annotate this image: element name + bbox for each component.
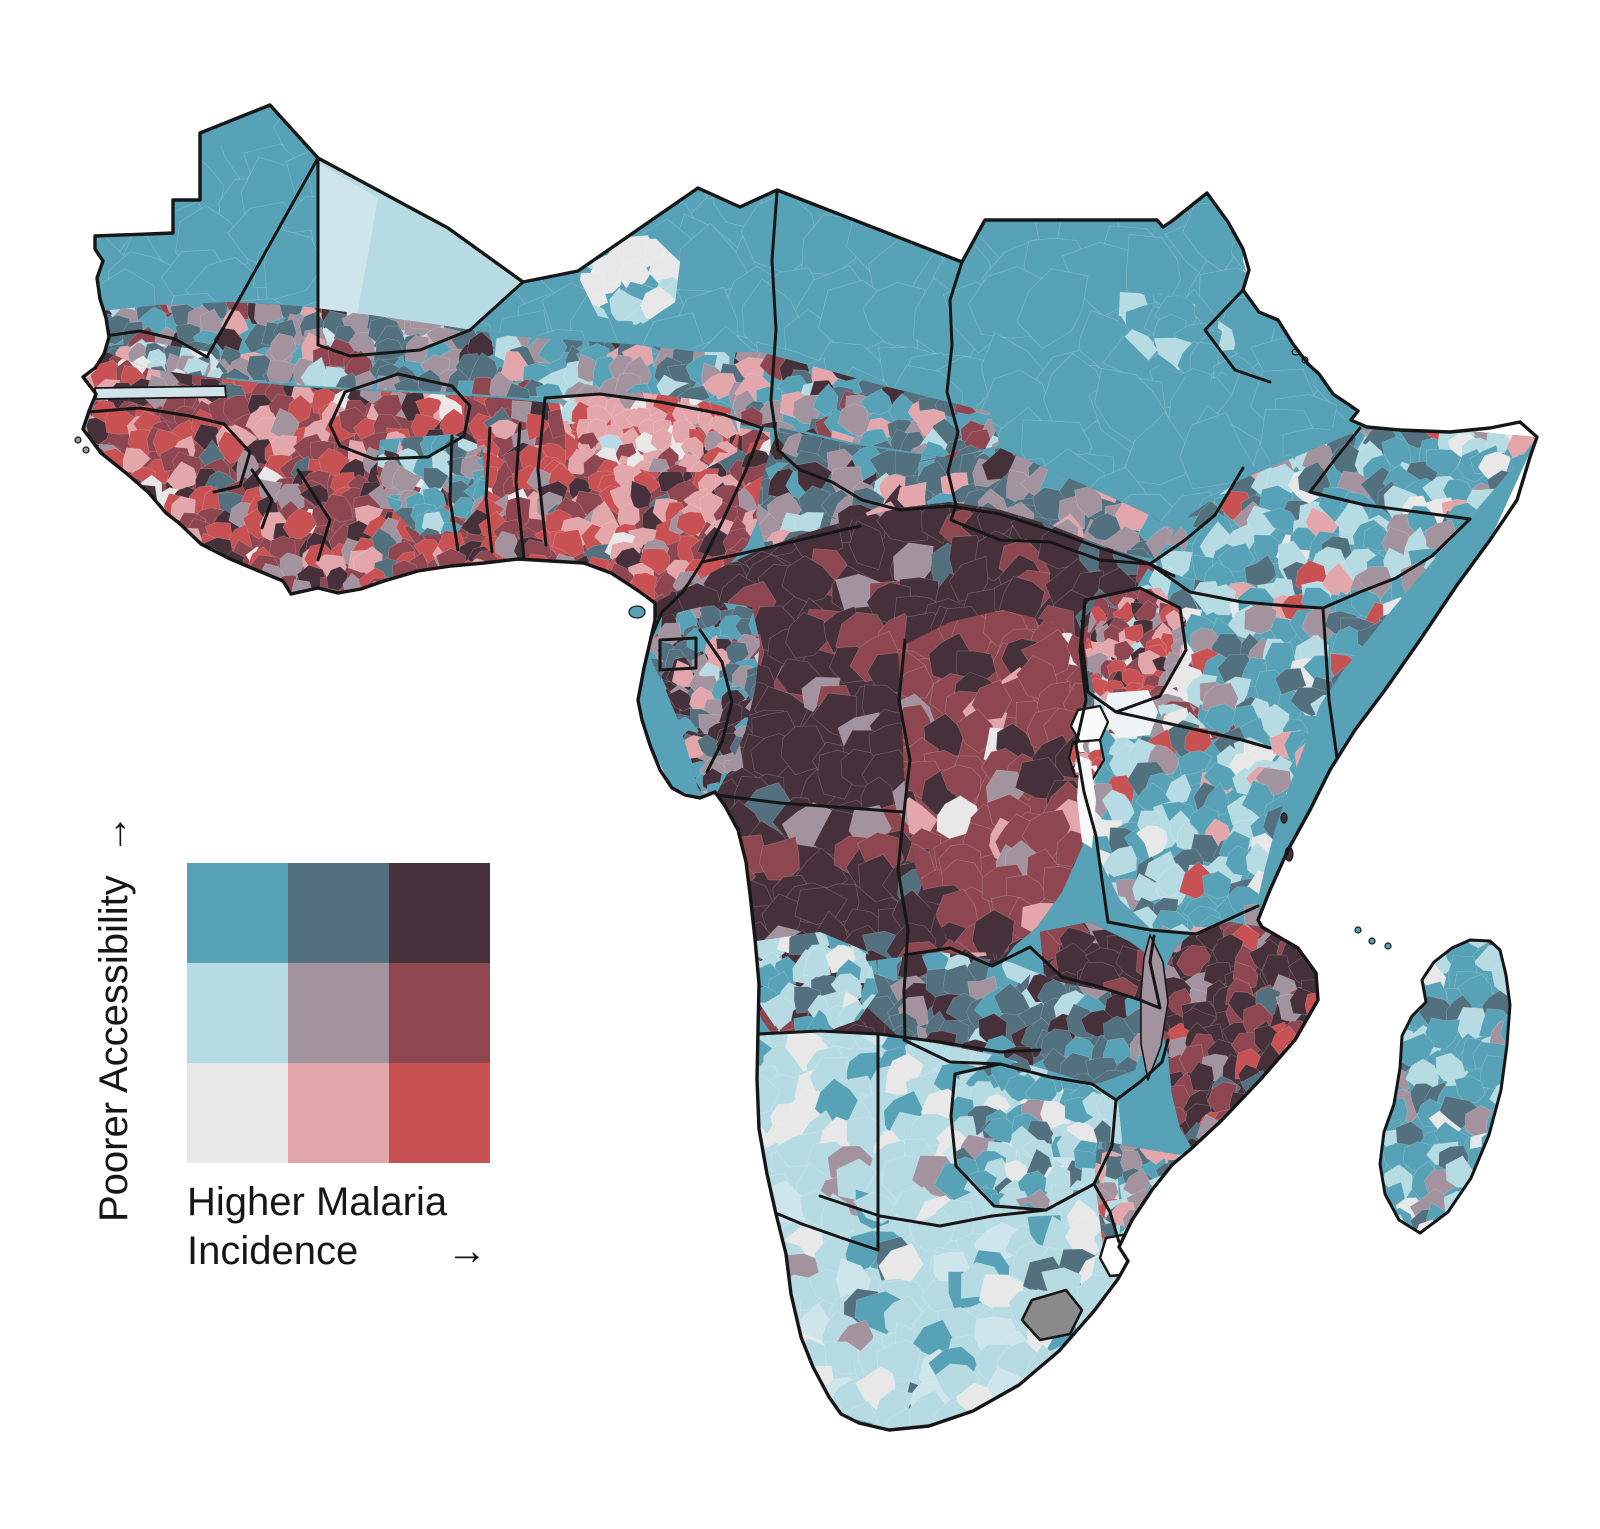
legend-cell-r2c2 — [389, 1063, 490, 1163]
legend-cell-r2c0 — [187, 1063, 288, 1163]
legend-cell-r0c2 — [389, 863, 490, 963]
legend-x-label-line2: Incidence — [187, 1228, 359, 1273]
legend-cell-r0c0 — [187, 863, 288, 963]
legend-cell-r1c1 — [288, 963, 389, 1063]
legend-x-label-line1: Higher Malaria — [187, 1180, 448, 1224]
right-arrow-icon: → — [447, 1228, 487, 1273]
legend-cell-r2c1 — [288, 1063, 389, 1163]
legend-cell-r1c2 — [389, 963, 490, 1063]
up-arrow-icon: → — [92, 814, 136, 854]
legend-cell-r0c1 — [288, 863, 389, 963]
legend-y-axis-label: Poorer Accessibility → — [92, 814, 137, 1222]
legend-cell-r1c0 — [187, 963, 288, 1063]
legend-y-label-text: Poorer Accessibility — [92, 875, 136, 1222]
legend-x-axis-label: Higher Malaria Incidence → — [187, 1178, 487, 1276]
legend-color-grid — [187, 863, 490, 1163]
